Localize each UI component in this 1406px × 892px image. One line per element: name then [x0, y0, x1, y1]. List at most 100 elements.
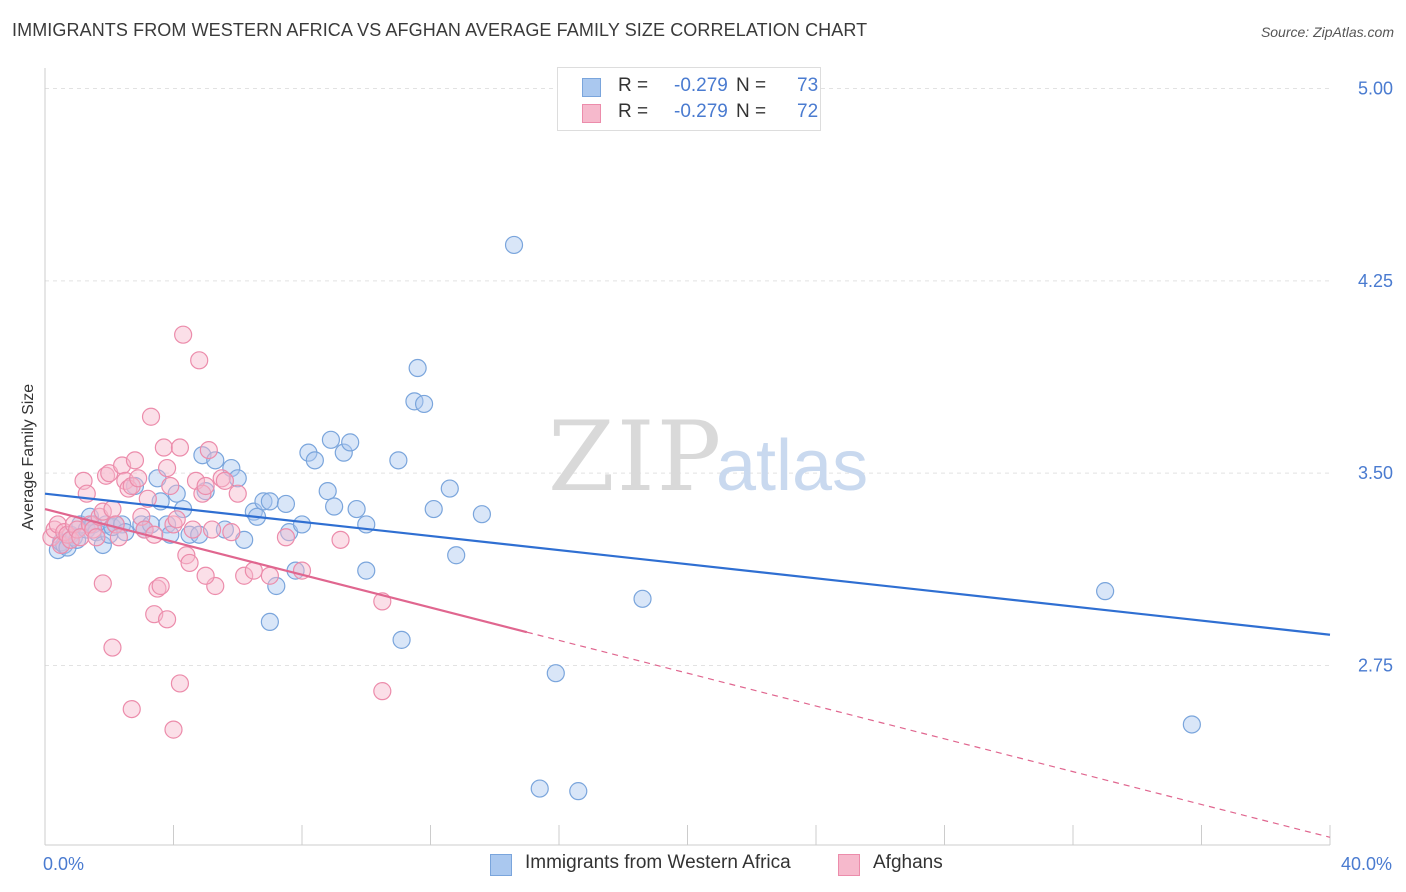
point-afghans — [170, 438, 190, 457]
y-tick-labels: 2.75 3.50 4.25 5.00 — [1358, 79, 1393, 676]
point-western-africa — [321, 430, 341, 449]
point-afghans — [183, 520, 202, 539]
legend-n-label: N = — [736, 75, 767, 96]
point-afghans — [122, 699, 141, 719]
point-afghans — [87, 528, 106, 547]
point-afghans — [228, 484, 247, 503]
point-western-africa — [341, 433, 360, 452]
point-western-africa — [292, 515, 312, 534]
point-western-africa — [260, 492, 279, 511]
point-afghans — [125, 451, 145, 470]
trend-line-western-africa — [44, 492, 1331, 636]
point-western-africa — [389, 451, 408, 470]
point-afghans — [157, 458, 177, 478]
point-western-africa — [633, 589, 652, 608]
point-afghans — [164, 720, 183, 739]
legend-r-label: R = — [618, 101, 649, 122]
source-credit: Source: ZipAtlas.com — [1260, 24, 1394, 40]
point-afghans — [331, 530, 350, 549]
point-afghans — [199, 440, 218, 460]
point-afghans — [202, 520, 222, 539]
point-afghans — [154, 438, 173, 457]
point-afghans — [161, 476, 180, 496]
point-afghans — [174, 325, 193, 344]
trend-line-afghans — [44, 508, 528, 634]
trend-line-afghans-extension — [526, 631, 1331, 838]
point-afghans — [215, 471, 234, 490]
point-afghans — [157, 610, 177, 629]
y-tick-label: 3.50 — [1358, 463, 1393, 483]
watermark-atlas: atlas — [716, 426, 868, 506]
point-western-africa — [392, 630, 411, 649]
stats-legend: R = -0.279 N = 73 R = -0.279 N = 72 — [557, 67, 821, 131]
point-afghans — [196, 476, 215, 496]
point-western-africa — [347, 499, 366, 519]
point-western-africa — [546, 664, 565, 683]
x-tick-label-max: 40.0% — [1341, 854, 1392, 874]
point-afghans — [93, 574, 112, 593]
point-afghans — [103, 638, 122, 657]
point-afghans — [180, 553, 199, 573]
y-tick-label: 5.00 — [1358, 79, 1393, 99]
legend-swatch-pink — [582, 104, 601, 123]
point-western-africa — [157, 515, 177, 534]
point-western-africa — [569, 782, 588, 801]
legend-r-value: -0.279 — [674, 101, 728, 122]
y-tick-label: 2.75 — [1358, 655, 1393, 675]
y-tick-label: 4.25 — [1358, 271, 1393, 291]
point-western-africa — [1096, 582, 1115, 601]
point-afghans — [170, 674, 190, 693]
point-afghans — [109, 528, 128, 547]
legend-swatch-pink — [838, 854, 860, 876]
point-western-africa — [447, 546, 466, 565]
point-afghans — [129, 469, 148, 488]
y-axis-title: Average Family Size — [20, 384, 37, 531]
point-western-africa — [318, 482, 337, 501]
point-afghans — [167, 510, 186, 529]
legend-swatch-blue — [490, 854, 512, 876]
legend-n-label: N = — [736, 101, 767, 122]
legend-label-afghans: Afghans — [873, 852, 943, 873]
legend-swatch-blue — [582, 78, 601, 97]
point-western-africa — [260, 612, 279, 632]
point-afghans — [96, 466, 116, 485]
point-western-africa — [472, 505, 491, 524]
point-western-africa — [1182, 715, 1201, 734]
point-afghans — [235, 566, 254, 585]
point-afghans — [148, 579, 167, 598]
point-afghans — [212, 469, 231, 488]
series-western-africa-points — [48, 235, 1201, 801]
x-ticks — [173, 825, 1331, 845]
point-western-africa — [206, 451, 225, 470]
x-tick-label-min: 0.0% — [43, 854, 84, 874]
point-afghans — [373, 682, 392, 701]
series-afghans-points — [42, 325, 392, 739]
point-western-africa — [357, 561, 376, 580]
point-afghans — [196, 566, 215, 585]
point-afghans — [222, 523, 241, 542]
legend-r-value: -0.279 — [674, 75, 728, 96]
watermark-zip: ZIP — [548, 401, 723, 513]
point-western-africa — [325, 497, 344, 516]
point-afghans — [260, 566, 279, 585]
point-afghans — [276, 528, 296, 547]
point-western-africa — [305, 451, 324, 470]
point-afghans — [151, 576, 170, 596]
point-western-africa — [276, 494, 296, 514]
point-afghans — [190, 351, 209, 370]
point-western-africa — [180, 525, 199, 544]
point-western-africa — [254, 492, 273, 511]
chart-title: IMMIGRANTS FROM WESTERN AFRICA VS AFGHAN… — [12, 20, 868, 40]
legend-n-value: 72 — [797, 101, 819, 122]
point-afghans — [138, 489, 157, 508]
trend-lines — [44, 492, 1331, 838]
point-western-africa — [504, 235, 524, 255]
point-western-africa — [530, 779, 549, 798]
point-afghans — [164, 515, 183, 534]
point-afghans — [141, 407, 161, 426]
point-western-africa — [440, 479, 459, 498]
point-western-africa — [267, 576, 286, 596]
point-western-africa — [334, 443, 353, 462]
point-western-africa — [414, 394, 434, 414]
